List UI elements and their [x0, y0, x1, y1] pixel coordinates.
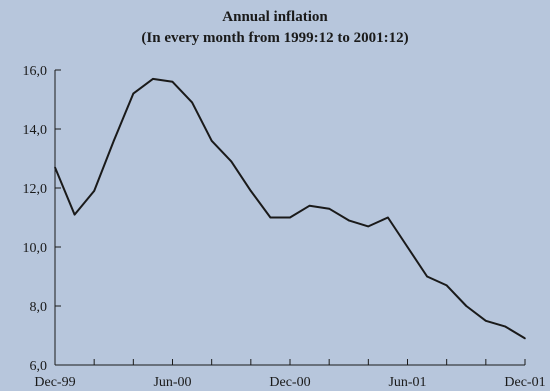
data-point [347, 219, 350, 222]
data-point [328, 207, 330, 210]
data-point [289, 216, 291, 219]
data-point [73, 213, 76, 216]
data-point [152, 78, 154, 80]
chart-ticks [54, 69, 526, 366]
data-point [367, 225, 370, 228]
data-point [504, 325, 507, 328]
y-tick-label: 6,0 [30, 359, 48, 374]
data-point [132, 92, 135, 95]
x-tick-label: Jun-00 [153, 375, 191, 390]
chart-title: Annual inflation [222, 9, 328, 25]
data-point [524, 337, 526, 340]
x-tick-label: Jun-01 [388, 375, 426, 390]
chart-marks [54, 77, 526, 340]
data-point [485, 319, 487, 322]
data-point [465, 305, 468, 307]
data-point [269, 216, 272, 219]
chart-tick-labels: 6,0 8,0 10,0 12,0 14,0 16,0 Dec-99 Jun-00 Dec-00… [23, 64, 546, 390]
data-point [112, 140, 115, 142]
series-line [54, 77, 526, 340]
y-tick-label: 16,0 [23, 64, 48, 79]
y-tick-label: 10,0 [23, 241, 48, 256]
data-point [250, 190, 252, 192]
data-point [54, 166, 56, 169]
x-tick-label: Dec-99 [34, 375, 75, 390]
data-point [445, 284, 448, 287]
y-tick-label: 8,0 [30, 300, 48, 315]
x-tick-label: Dec-01 [504, 375, 545, 390]
y-tick-label: 14,0 [23, 123, 48, 138]
data-point [210, 140, 213, 142]
data-point [171, 81, 174, 83]
data-point [406, 246, 409, 248]
x-tick-label: Dec-00 [269, 375, 310, 390]
data-point [426, 275, 428, 278]
data-point [230, 160, 233, 163]
chart-subtitle: (In every month from 1999:12 to 2001:12) [141, 30, 408, 46]
data-point [387, 216, 389, 219]
data-point [93, 190, 95, 192]
y-tick-label: 12,0 [23, 182, 48, 197]
data-point [308, 204, 311, 207]
data-point [191, 101, 193, 104]
